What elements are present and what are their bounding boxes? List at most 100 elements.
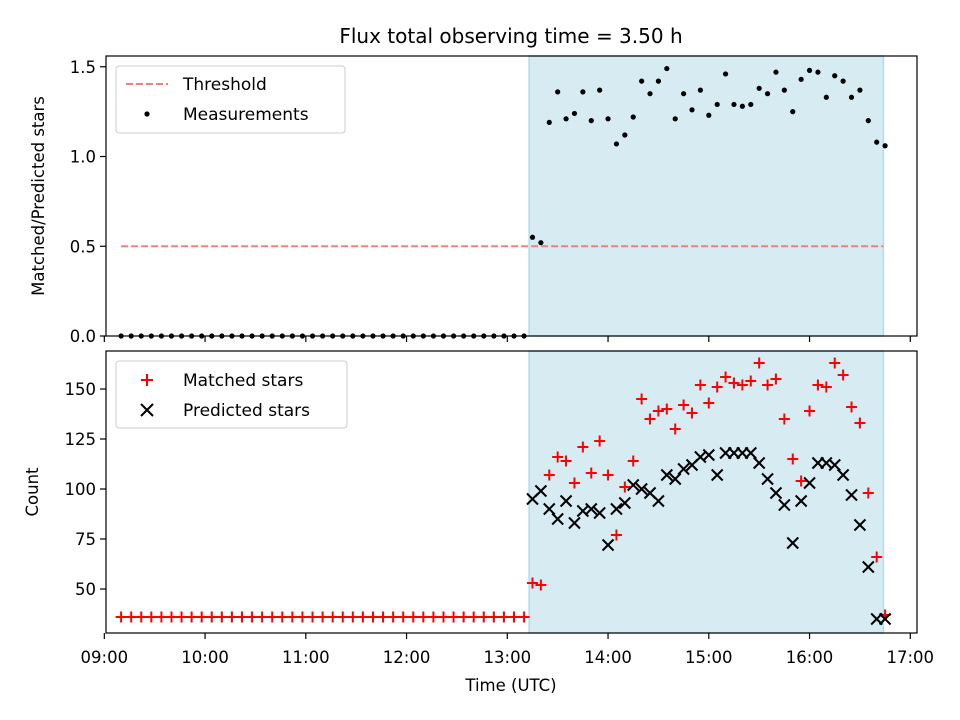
bottom-observing-span bbox=[528, 350, 885, 634]
measurement-point bbox=[689, 107, 695, 113]
matched-star-point bbox=[787, 453, 799, 465]
bottom-panel: 50 75 100 125 150 09:00 10:00 11:00 12:00 13:00 1… bbox=[23, 350, 934, 695]
matched-star-point bbox=[176, 611, 188, 623]
measurement-point bbox=[848, 94, 855, 100]
matched-star-point bbox=[535, 579, 547, 591]
matched-star-point bbox=[871, 551, 883, 563]
measurement-point bbox=[538, 240, 544, 246]
bottom-axes-frame bbox=[105, 350, 918, 634]
predicted-star-point bbox=[618, 496, 632, 510]
predicted-star-point bbox=[669, 472, 682, 486]
x-tick-label: 14:00 bbox=[584, 648, 632, 667]
measurement-point bbox=[597, 87, 603, 93]
matched-star-point bbox=[745, 375, 757, 387]
measurement-point bbox=[857, 87, 863, 93]
matched-star-point bbox=[678, 399, 690, 411]
matched-star-point bbox=[518, 611, 530, 623]
predicted-star-point bbox=[568, 516, 581, 530]
matched-star-point bbox=[508, 611, 520, 623]
predicted-star-point bbox=[752, 456, 766, 470]
predicted-star-point bbox=[559, 494, 573, 508]
predicted-star-point bbox=[828, 458, 841, 472]
matched-star-point bbox=[753, 357, 765, 369]
matched-star-point bbox=[276, 611, 288, 623]
measurement-point bbox=[681, 91, 687, 97]
bottom-y-ticks: 50 75 100 125 150 bbox=[65, 380, 106, 599]
predicted-star-point bbox=[660, 468, 674, 482]
matched-star-point bbox=[387, 611, 399, 623]
measurement-point bbox=[790, 109, 796, 115]
matched-star-point bbox=[206, 611, 218, 623]
legend-predicted-swatch bbox=[140, 403, 154, 417]
top-legend: Threshold Measurements bbox=[115, 65, 346, 134]
matched-star-point bbox=[795, 475, 807, 487]
matched-star-point bbox=[736, 379, 748, 391]
matched-star-point bbox=[652, 405, 664, 417]
bottom-y-tick-label: 125 bbox=[65, 430, 97, 449]
matched-star-point bbox=[317, 611, 329, 623]
measurement-point bbox=[664, 65, 670, 72]
matched-star-point bbox=[661, 403, 673, 415]
matched-star-point bbox=[636, 393, 648, 405]
matched-star-point bbox=[427, 611, 439, 623]
top-x-ticks bbox=[103, 336, 911, 342]
bottom-y-tick-label: 100 bbox=[65, 480, 97, 499]
legend-threshold-label: Threshold bbox=[182, 75, 267, 95]
predicted-star-point bbox=[710, 468, 724, 482]
matched-star-point bbox=[770, 373, 782, 385]
bottom-y-tick-label: 150 bbox=[65, 380, 97, 399]
matched-star-point bbox=[226, 611, 238, 623]
top-y-tick-label: 0.5 bbox=[70, 237, 96, 256]
measurement-point bbox=[714, 101, 720, 108]
matched-star-point bbox=[812, 379, 824, 391]
measurement-point bbox=[815, 69, 821, 75]
measurement-point bbox=[882, 143, 888, 149]
matched-star-point bbox=[552, 451, 564, 463]
matched-star-point bbox=[804, 405, 816, 417]
measurement-point bbox=[823, 94, 829, 100]
x-tick-label: 13:00 bbox=[484, 648, 532, 667]
legend-matched-label: Matched stars bbox=[183, 371, 303, 391]
bottom-y-tick-label: 75 bbox=[75, 530, 96, 549]
predicted-star-point bbox=[601, 538, 615, 552]
matched-star-point bbox=[337, 611, 349, 623]
bottom-x-ticks: 09:00 10:00 11:00 12:00 13:00 14:00 15:00 16:00… bbox=[81, 633, 934, 667]
matched-star-point bbox=[165, 611, 177, 623]
matched-star-point bbox=[762, 379, 774, 391]
measurement-point bbox=[563, 116, 569, 122]
measurement-point bbox=[571, 110, 578, 117]
matched-star-point bbox=[694, 379, 706, 391]
x-tick-label: 10:00 bbox=[181, 648, 229, 667]
predicted-star-point bbox=[761, 472, 774, 486]
matched-star-point bbox=[296, 611, 308, 623]
measurement-point bbox=[697, 87, 703, 93]
measurement-point bbox=[731, 101, 737, 108]
measurement-point bbox=[647, 91, 653, 97]
matched-star-point bbox=[498, 611, 510, 623]
matched-star-point bbox=[837, 369, 849, 381]
matched-star-point bbox=[256, 611, 268, 623]
top-panel: 0.0 0.5 1.0 1.5 Matched/Predicted stars Thr… bbox=[29, 55, 918, 346]
matched-star-point bbox=[619, 481, 631, 493]
predicted-star-point bbox=[635, 482, 648, 496]
predicted-star-point bbox=[794, 494, 808, 508]
measurement-point bbox=[773, 69, 779, 75]
matched-star-point bbox=[216, 611, 228, 623]
matched-star-point bbox=[347, 611, 359, 623]
measurement-point bbox=[764, 91, 771, 97]
matched-star-point bbox=[377, 611, 389, 623]
predicted-star-point bbox=[778, 498, 791, 512]
x-tick-label: 12:00 bbox=[383, 648, 431, 667]
measurement-point bbox=[722, 71, 729, 77]
matched-star-point bbox=[307, 611, 319, 623]
matched-star-point bbox=[478, 611, 490, 623]
predicted-star-point bbox=[803, 476, 816, 490]
matched-star-point bbox=[145, 611, 157, 623]
matched-star-point bbox=[577, 441, 589, 453]
matched-star-point bbox=[711, 381, 723, 393]
matched-star-point bbox=[417, 611, 429, 623]
measurement-point bbox=[781, 87, 787, 93]
top-observing-span bbox=[528, 55, 885, 337]
matched-star-point bbox=[820, 381, 832, 393]
matched-star-point bbox=[286, 611, 298, 623]
